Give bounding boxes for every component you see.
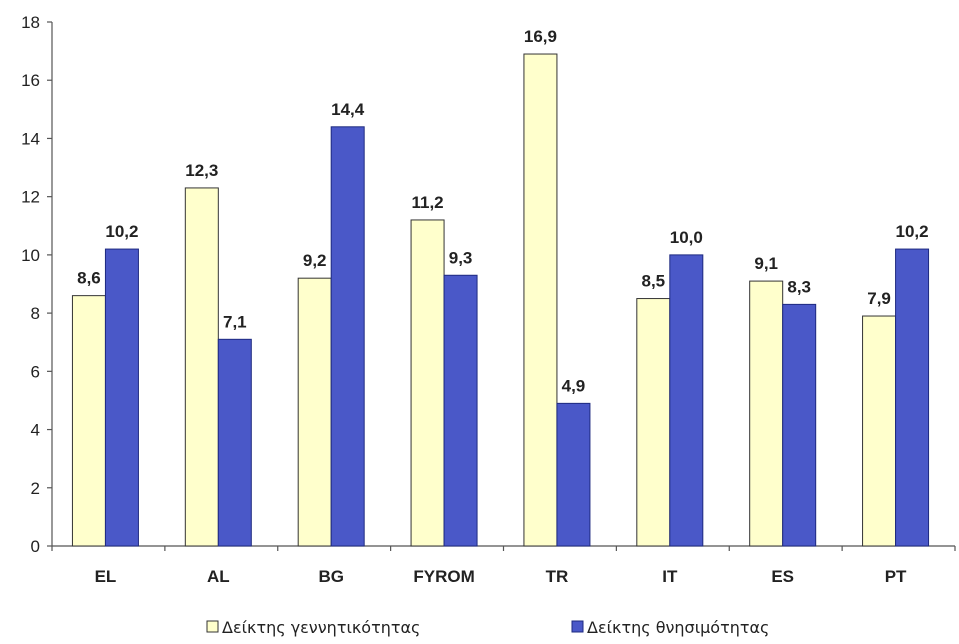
bar-el-death	[104, 248, 139, 547]
value-label: 10,0	[670, 228, 703, 247]
value-label: 10,2	[896, 222, 929, 241]
value-label: 8,5	[641, 272, 665, 291]
bar-tr-death	[556, 402, 591, 547]
x-category-label: TR	[546, 567, 569, 586]
bar-pt-death	[895, 248, 930, 547]
x-category-label: EL	[95, 567, 117, 586]
value-label: 7,9	[867, 289, 891, 308]
bar-es-birth	[749, 280, 784, 547]
value-label: 16,9	[524, 27, 557, 46]
value-label: 9,3	[449, 248, 473, 267]
x-category-label: FYROM	[413, 567, 474, 586]
bar-it-death	[669, 254, 704, 547]
x-axis-labels: EL AL BG FYROM TR IT ES PT	[95, 567, 907, 586]
bar-bg-death	[330, 126, 365, 547]
x-category-label: BG	[318, 567, 344, 586]
value-label: 12,3	[185, 161, 218, 180]
y-tick-label: 0	[31, 537, 40, 556]
y-tick-label: 16	[21, 71, 40, 90]
x-category-label: AL	[207, 567, 230, 586]
y-tick-label: 4	[31, 421, 40, 440]
bar-al-birth	[184, 187, 219, 547]
bar-bg-birth	[297, 277, 332, 547]
y-tick-label: 14	[21, 129, 40, 148]
value-label: 14,4	[331, 100, 365, 119]
bar-al-death	[217, 338, 252, 547]
y-tick-label: 8	[31, 304, 40, 323]
y-tick-label: 12	[21, 188, 40, 207]
y-tick-label: 6	[31, 362, 40, 381]
y-axis-ticks: 0 2 4 6 8 10 12 14 16 18	[21, 13, 52, 556]
y-tick-label: 10	[21, 246, 40, 265]
y-tick-label: 18	[21, 13, 40, 32]
legend: Δείκτης γεννητικότητας Δείκτης θνησιμότητ…	[206, 618, 769, 637]
bar-el-birth	[71, 295, 106, 547]
value-label: 9,2	[303, 251, 327, 270]
bar-it-birth	[636, 298, 671, 547]
value-label: 8,3	[787, 277, 811, 296]
bar-fyrom-birth	[410, 219, 445, 547]
bar-series	[71, 53, 930, 547]
bar-fyrom-death	[443, 274, 478, 547]
bar-pt-birth	[862, 315, 897, 547]
value-label: 8,6	[77, 269, 101, 288]
value-label: 9,1	[754, 254, 778, 273]
legend-label-birth: Δείκτης γεννητικότητας	[222, 618, 420, 637]
legend-swatch-birth	[206, 620, 219, 633]
legend-label-death: Δείκτης θνησιμότητας	[587, 618, 769, 637]
bar-tr-birth	[523, 53, 558, 547]
value-label: 11,2	[411, 193, 443, 212]
value-label: 10,2	[105, 222, 138, 241]
bar-es-death	[782, 303, 817, 547]
legend-swatch-death	[571, 620, 584, 633]
value-labels: 8,6 10,2 12,3 7,1 9,2 14,4 11,2 9,3 16,9 4,9 8,5 10…	[77, 27, 928, 395]
value-label: 4,9	[562, 376, 586, 395]
value-label: 7,1	[223, 312, 247, 331]
y-tick-label: 2	[31, 479, 40, 498]
x-category-label: PT	[885, 567, 907, 586]
x-category-label: IT	[662, 567, 678, 586]
x-category-label: ES	[771, 567, 794, 586]
